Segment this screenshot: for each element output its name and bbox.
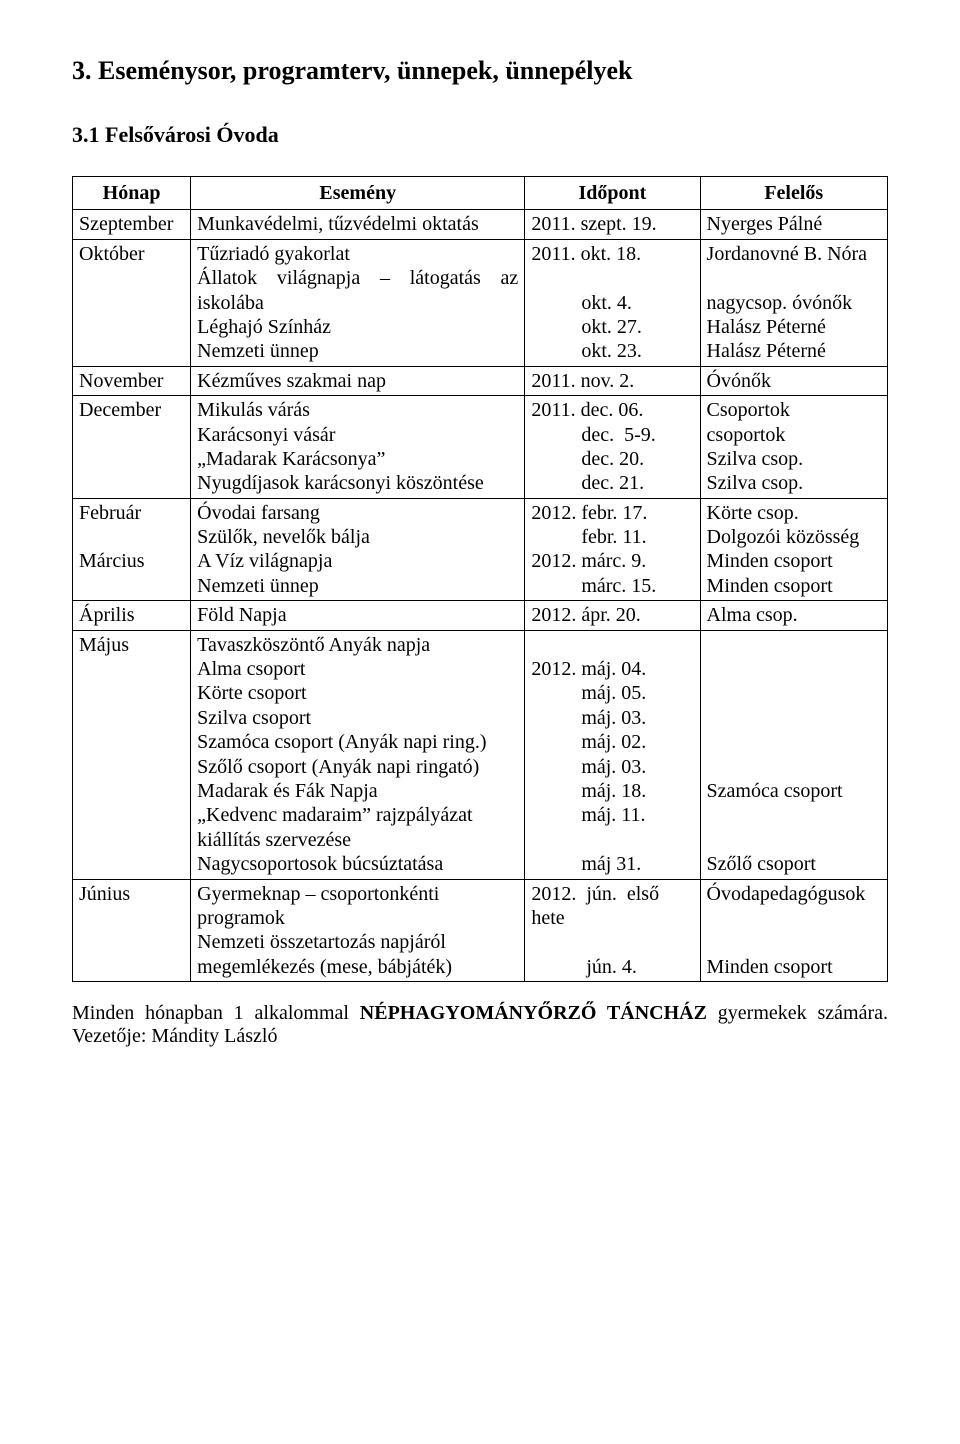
cell-date: 2012. máj. 04. máj. 05. máj. 03. máj. 02… [525, 630, 700, 879]
cell-date: 2012. febr. 17. febr. 11. 2012. márc. 9.… [525, 498, 700, 601]
cell-date: 2011. nov. 2. [525, 366, 700, 395]
table-row: JúniusGyermeknap – csoportonkénti progra… [73, 879, 888, 982]
cell-event: Kézműves szakmai nap [191, 366, 525, 395]
subsection-heading: 3.1 Felsővárosi Óvoda [72, 122, 888, 148]
cell-event: Mikulás várás Karácsonyi vásár „Madarak … [191, 396, 525, 499]
table-row: ÁprilisFöld Napja2012. ápr. 20.Alma csop… [73, 601, 888, 630]
cell-date: 2011. dec. 06. dec. 5-9. dec. 20. dec. 2… [525, 396, 700, 499]
cell-responsible: Alma csop. [700, 601, 887, 630]
table-row: DecemberMikulás várás Karácsonyi vásár „… [73, 396, 888, 499]
col-header-date: Időpont [525, 177, 700, 210]
cell-event: Tűzriadó gyakorlat Állatok világnapja – … [191, 239, 525, 366]
cell-month: December [73, 396, 191, 499]
footnote: Minden hónapban 1 alkalommal NÉPHAGYOMÁN… [72, 1002, 888, 1048]
col-header-resp: Felelős [700, 177, 887, 210]
events-table: Hónap Esemény Időpont Felelős Szeptember… [72, 176, 888, 982]
section-heading: 3. Eseménysor, programterv, ünnepek, ünn… [72, 56, 888, 86]
table-header-row: Hónap Esemény Időpont Felelős [73, 177, 888, 210]
cell-responsible: Körte csop. Dolgozói közösség Minden cso… [700, 498, 887, 601]
table-row: SzeptemberMunkavédelmi, tűzvédelmi oktat… [73, 210, 888, 239]
cell-responsible: Óvodapedagógusok Minden csoport [700, 879, 887, 982]
cell-month: Február Március [73, 498, 191, 601]
cell-month: Április [73, 601, 191, 630]
footnote-bold: NÉPHAGYOMÁNYŐRZŐ TÁNCHÁZ [360, 1002, 707, 1024]
cell-responsible: Szamóca csoport Szőlő csoport [700, 630, 887, 879]
col-header-month: Hónap [73, 177, 191, 210]
cell-month: Június [73, 879, 191, 982]
cell-month: Október [73, 239, 191, 366]
cell-event: Gyermeknap – csoportonkénti programok Ne… [191, 879, 525, 982]
cell-date: 2012. ápr. 20. [525, 601, 700, 630]
cell-month: Szeptember [73, 210, 191, 239]
cell-event: Föld Napja [191, 601, 525, 630]
cell-month: November [73, 366, 191, 395]
cell-responsible: Csoportok csoportok Szilva csop. Szilva … [700, 396, 887, 499]
col-header-event: Esemény [191, 177, 525, 210]
cell-date: 2011. szept. 19. [525, 210, 700, 239]
cell-event: Tavaszköszöntő Anyák napja Alma csoport … [191, 630, 525, 879]
footnote-pre: Minden hónapban 1 alkalommal [72, 1002, 360, 1024]
table-row: Február MárciusÓvodai farsang Szülők, ne… [73, 498, 888, 601]
table-row: NovemberKézműves szakmai nap2011. nov. 2… [73, 366, 888, 395]
cell-event: Munkavédelmi, tűzvédelmi oktatás [191, 210, 525, 239]
cell-responsible: Nyerges Pálné [700, 210, 887, 239]
table-row: MájusTavaszköszöntő Anyák napja Alma cso… [73, 630, 888, 879]
cell-event: Óvodai farsang Szülők, nevelők bálja A V… [191, 498, 525, 601]
cell-responsible: Jordanovné B. Nóra nagycsop. óvónők Halá… [700, 239, 887, 366]
cell-responsible: Óvónők [700, 366, 887, 395]
cell-date: 2011. okt. 18. okt. 4. okt. 27. okt. 23. [525, 239, 700, 366]
cell-month: Május [73, 630, 191, 879]
table-row: OktóberTűzriadó gyakorlat Állatok világn… [73, 239, 888, 366]
cell-date: 2012. jún. első hete jún. 4. [525, 879, 700, 982]
